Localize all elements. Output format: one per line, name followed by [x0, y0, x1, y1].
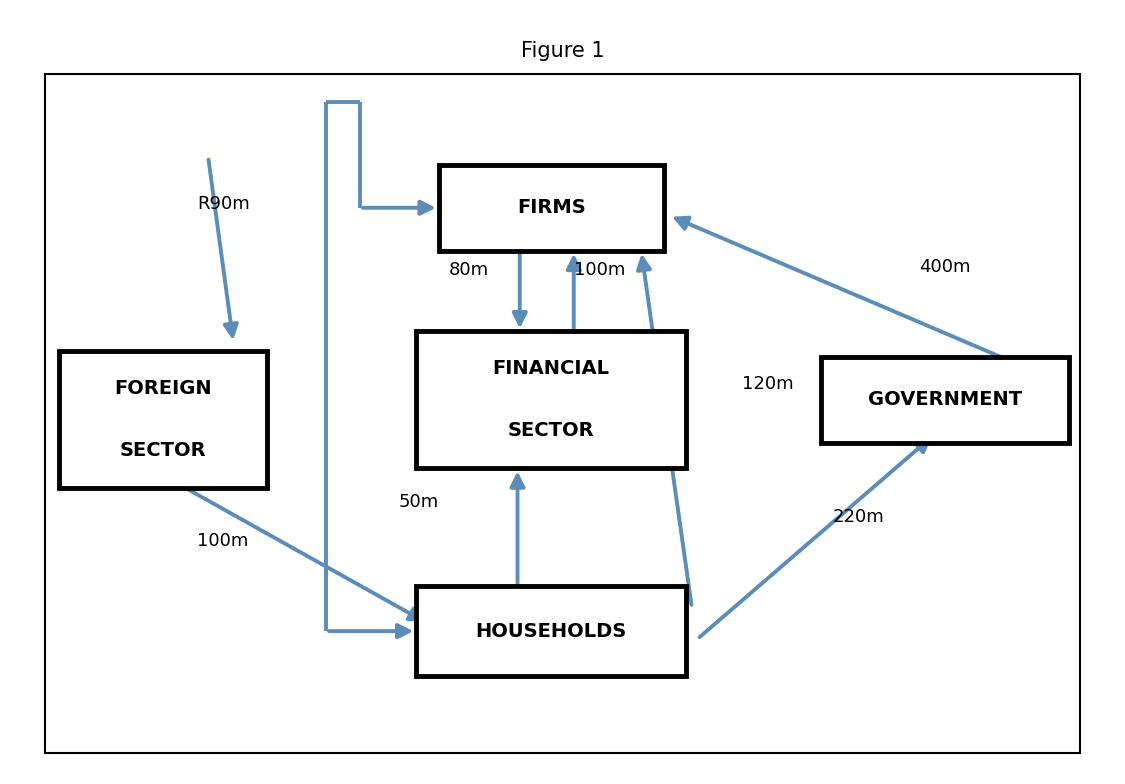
Text: FIRMS: FIRMS: [516, 198, 586, 217]
Bar: [821, 357, 1069, 443]
Text: 80m: 80m: [449, 262, 489, 279]
Text: FINANCIAL

SECTOR: FINANCIAL SECTOR: [493, 359, 610, 441]
Text: 400m: 400m: [919, 258, 971, 275]
Text: HOUSEHOLDS: HOUSEHOLDS: [476, 622, 627, 641]
Text: 50m: 50m: [398, 493, 439, 510]
Bar: [45, 74, 1080, 753]
Text: 100m: 100m: [574, 262, 626, 279]
Bar: [58, 351, 268, 488]
Text: 120m: 120m: [742, 376, 794, 393]
Text: FOREIGN

SECTOR: FOREIGN SECTOR: [115, 379, 212, 460]
Text: Figure 1: Figure 1: [521, 41, 604, 61]
Bar: [439, 165, 664, 251]
Text: GOVERNMENT: GOVERNMENT: [868, 390, 1023, 409]
Bar: [416, 332, 686, 469]
Text: R90m: R90m: [197, 195, 250, 212]
Bar: [416, 586, 686, 676]
Text: 220m: 220m: [832, 509, 884, 526]
Text: 100m: 100m: [197, 532, 249, 550]
